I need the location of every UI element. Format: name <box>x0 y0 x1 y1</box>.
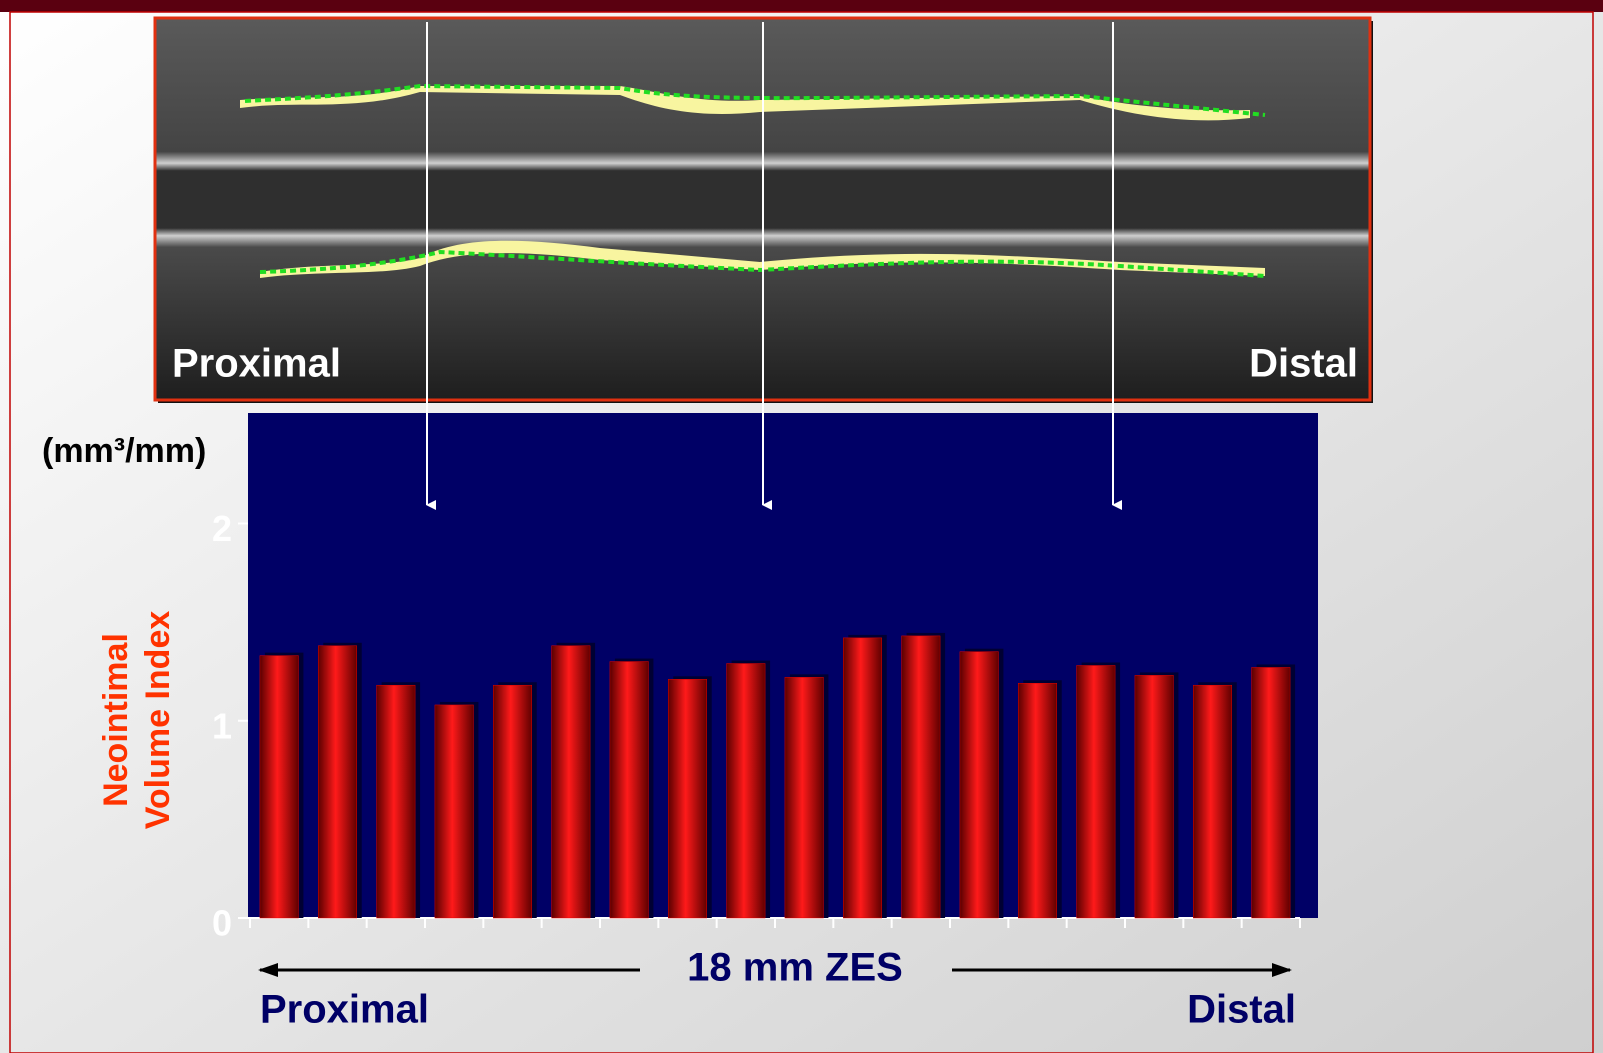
bar <box>843 638 882 918</box>
x-end-label: Proximal <box>260 988 429 1032</box>
page: Proximal Distal 012 (mm³/mm) Neointimal … <box>0 0 1603 1053</box>
y-label: Neointimal <box>97 633 135 807</box>
bar <box>260 656 299 918</box>
y-label: Volume Index <box>139 611 177 830</box>
y-tick-label: 0 <box>212 903 232 944</box>
bar <box>1252 667 1291 918</box>
bar <box>377 685 416 918</box>
bar <box>785 677 824 918</box>
bar <box>1135 675 1174 918</box>
bar <box>1193 685 1232 918</box>
y-unit: (mm³/mm) <box>42 432 206 470</box>
image-label: Proximal <box>172 342 341 386</box>
top-band <box>0 0 1603 12</box>
bar <box>902 636 941 918</box>
bar <box>1018 683 1057 918</box>
bar <box>1077 666 1116 919</box>
x-end-label: Distal <box>1187 988 1296 1032</box>
bar <box>435 705 474 918</box>
y-tick-label: 1 <box>212 705 232 746</box>
bar <box>960 652 999 918</box>
bar <box>552 646 591 918</box>
bar <box>668 679 707 918</box>
bar <box>610 662 649 918</box>
y-tick-label: 2 <box>212 508 232 549</box>
x-label: 18 mm ZES <box>687 946 903 990</box>
image-label: Distal <box>1249 342 1358 386</box>
slide: Proximal Distal 012 (mm³/mm) Neointimal … <box>0 0 1603 1053</box>
bar <box>318 646 357 918</box>
bar <box>493 685 532 918</box>
bar <box>727 664 766 918</box>
